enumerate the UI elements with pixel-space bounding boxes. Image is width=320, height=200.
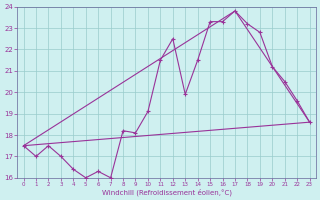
X-axis label: Windchill (Refroidissement éolien,°C): Windchill (Refroidissement éolien,°C) — [101, 188, 232, 196]
